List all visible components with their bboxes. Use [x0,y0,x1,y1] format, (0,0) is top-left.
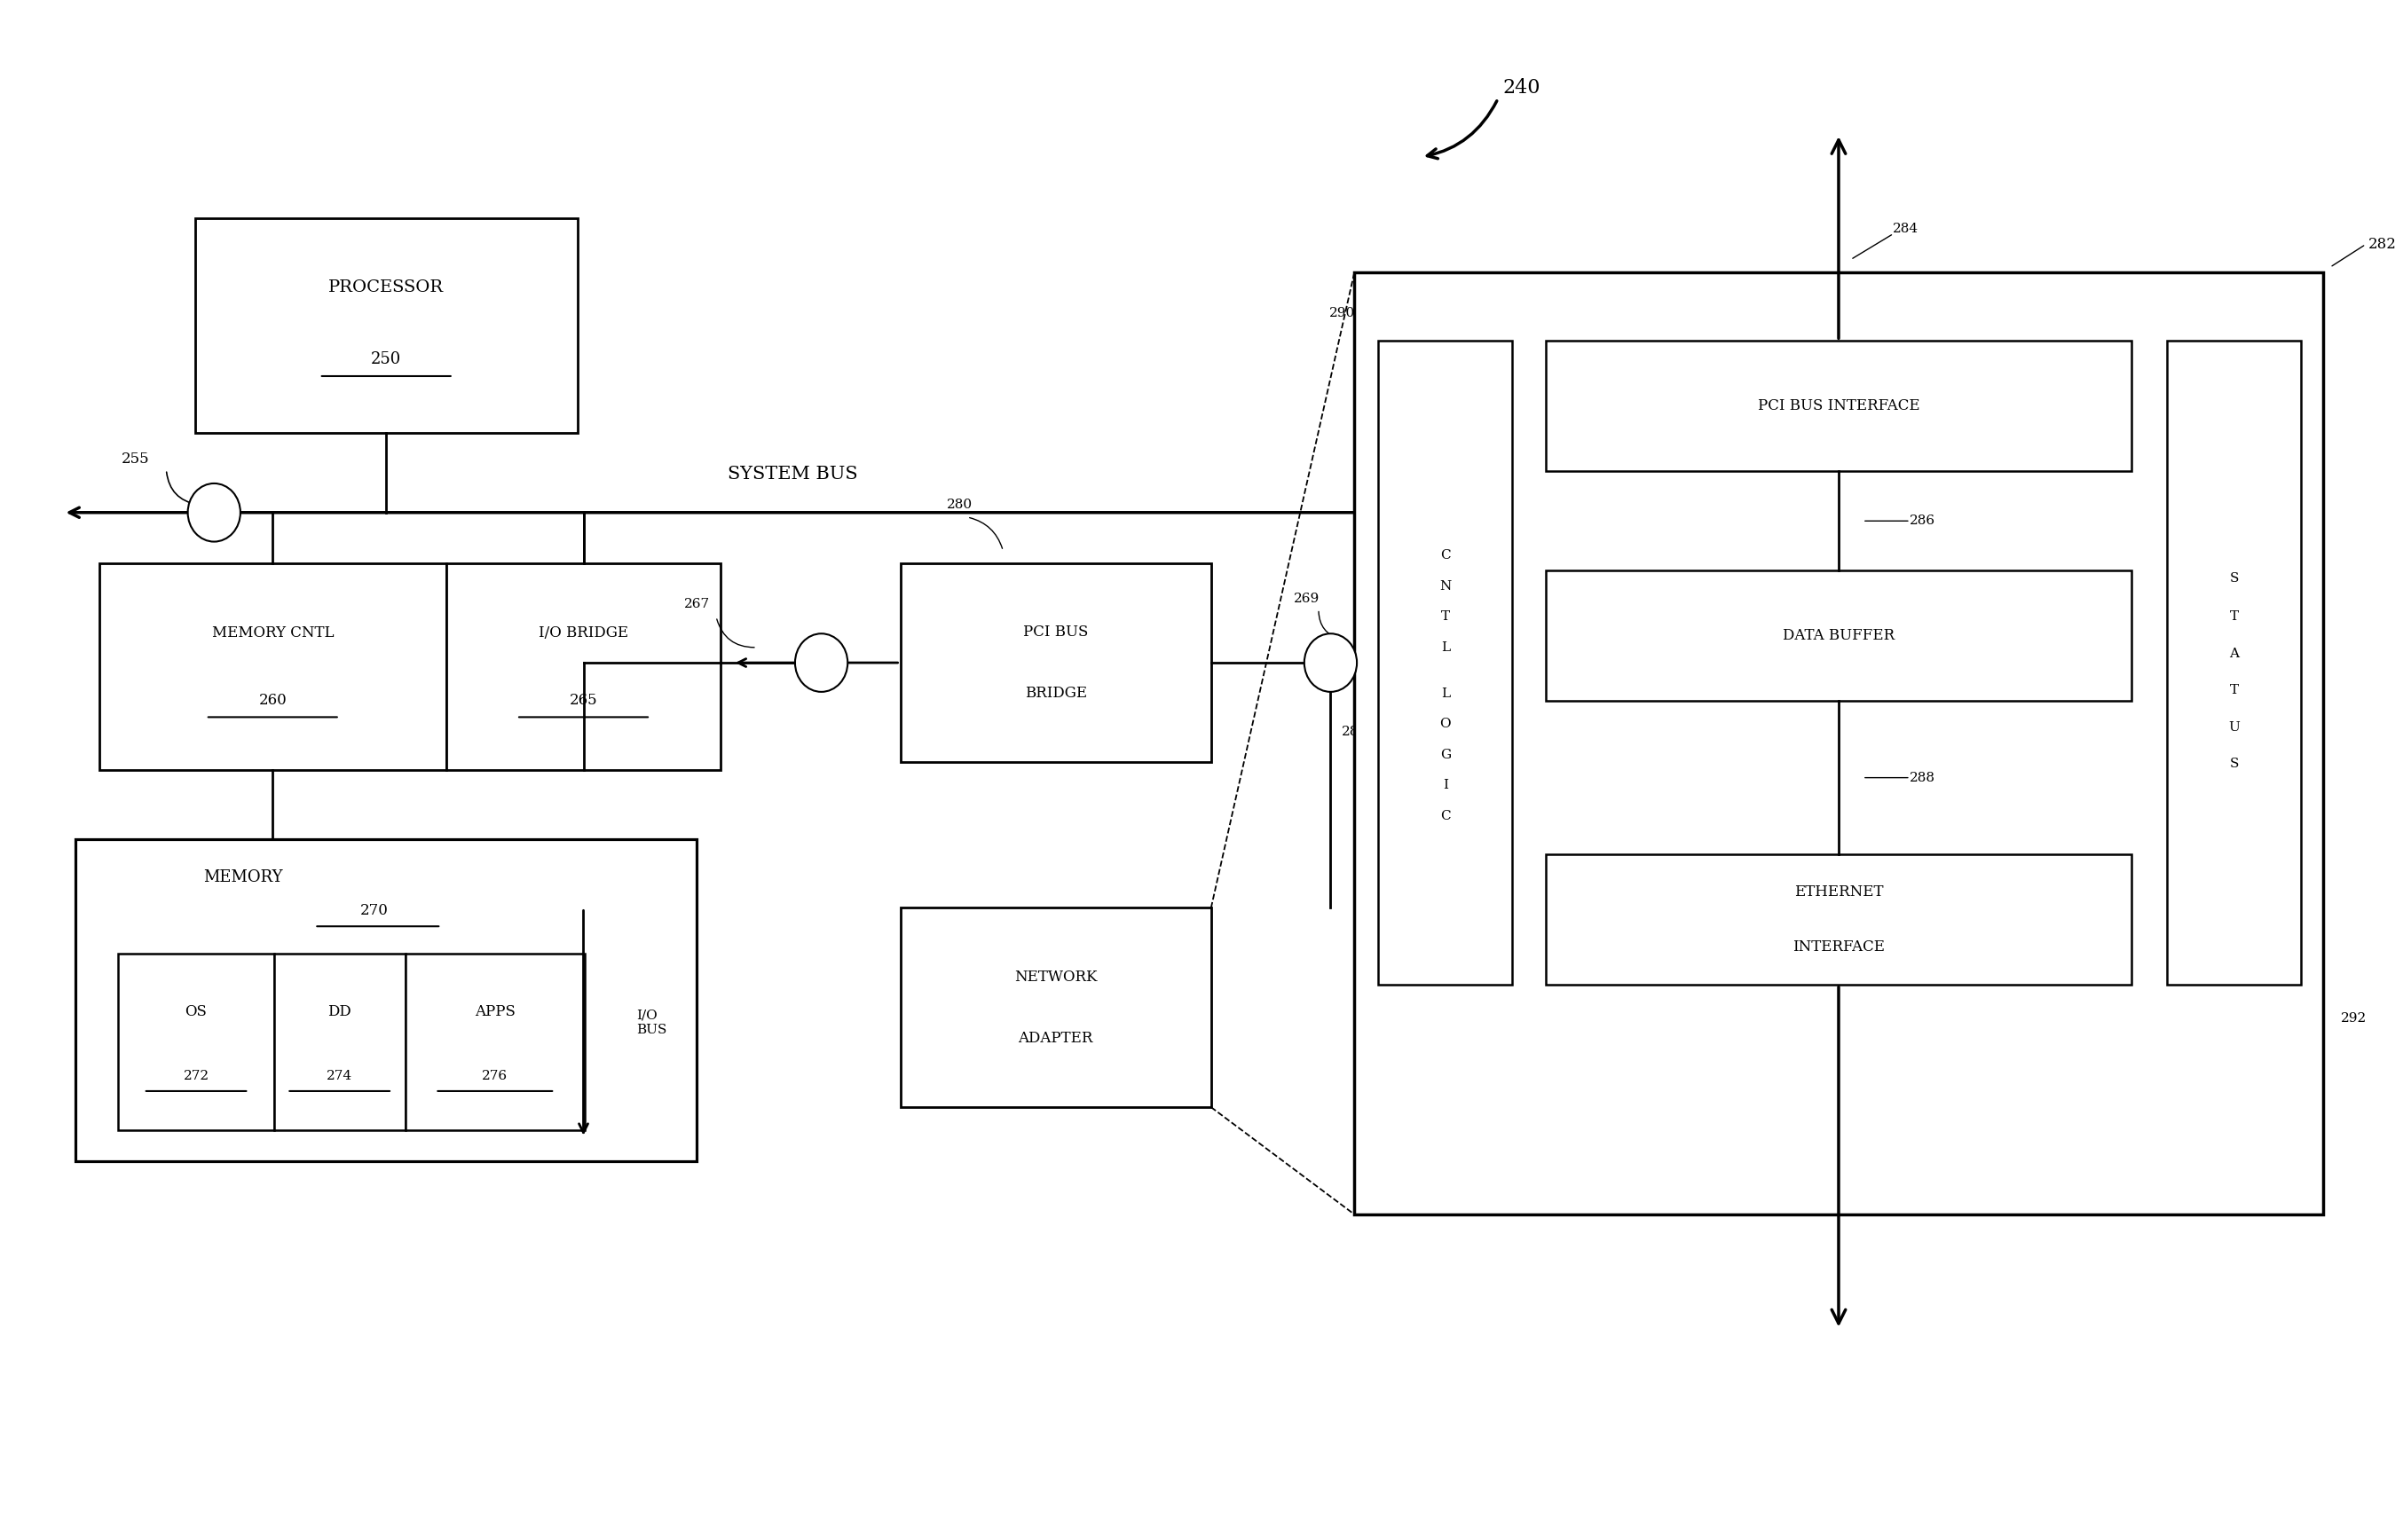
Bar [1355,273,2324,1215]
Text: 255: 255 [120,451,149,467]
Text: NETWORK: NETWORK [1014,969,1098,984]
Text: SYSTEM BUS: SYSTEM BUS [728,465,858,482]
Text: C: C [1439,810,1451,822]
Text: 284: 284 [1894,223,1918,236]
Text: INTERFACE: INTERFACE [1793,939,1884,955]
Text: 292: 292 [2341,1012,2367,1024]
Text: 260: 260 [260,693,286,708]
Text: 274: 274 [327,1070,353,1083]
Ellipse shape [795,633,848,691]
Text: T: T [2230,610,2240,624]
Bar [901,909,1211,1107]
Bar [195,219,577,433]
Text: 282: 282 [2369,237,2396,253]
Bar [99,564,447,770]
Text: MEMORY CNTL: MEMORY CNTL [211,625,334,641]
Text: 240: 240 [1502,79,1540,97]
Text: APPS: APPS [476,1004,514,1019]
Text: L: L [1442,687,1449,699]
Bar [1379,340,1511,984]
Text: ETHERNET: ETHERNET [1795,884,1884,899]
Text: I/O
BUS: I/O BUS [637,1010,666,1036]
Text: S: S [2230,573,2240,585]
Bar [274,953,406,1130]
Text: OS: OS [185,1004,207,1019]
Text: T: T [2230,684,2240,696]
Text: 282: 282 [1341,725,1367,738]
Bar [406,953,584,1130]
Bar [901,564,1211,762]
Text: 272: 272 [183,1070,209,1083]
Ellipse shape [1305,633,1358,691]
Text: 269: 269 [1293,593,1319,605]
Text: 280: 280 [947,499,973,511]
Text: 288: 288 [1910,772,1934,784]
Text: 286: 286 [1910,514,1934,527]
Bar [1545,855,2131,984]
Text: A: A [2230,647,2240,659]
Text: N: N [1439,581,1451,593]
Bar [1545,340,2131,471]
Text: O: O [1439,718,1451,730]
Text: S: S [2230,758,2240,770]
Text: U: U [2228,721,2240,733]
Text: G: G [1439,748,1451,761]
Text: 265: 265 [570,693,598,708]
Text: PROCESSOR: PROCESSOR [329,279,445,296]
Text: 250: 250 [370,351,401,367]
Text: MEMORY: MEMORY [204,869,284,885]
Text: BRIDGE: BRIDGE [1024,685,1086,701]
Bar [447,564,721,770]
Text: 290: 290 [1329,306,1355,319]
Ellipse shape [187,484,240,542]
Text: 276: 276 [483,1070,507,1083]
Bar [74,839,697,1161]
Bar [2168,340,2302,984]
Text: 267: 267 [685,598,709,611]
Text: T: T [1442,610,1449,624]
Text: I: I [1442,779,1449,792]
Text: L: L [1442,641,1449,653]
Bar [1545,571,2131,701]
Bar [118,953,274,1130]
Text: PCI BUS INTERFACE: PCI BUS INTERFACE [1757,399,1920,414]
Text: C: C [1439,550,1451,562]
Text: PCI BUS: PCI BUS [1024,625,1089,639]
Text: DD: DD [327,1004,351,1019]
Text: DATA BUFFER: DATA BUFFER [1783,628,1894,644]
Text: ADAPTER: ADAPTER [1019,1030,1093,1046]
Text: 270: 270 [360,904,389,918]
Text: I/O BRIDGE: I/O BRIDGE [538,625,627,641]
